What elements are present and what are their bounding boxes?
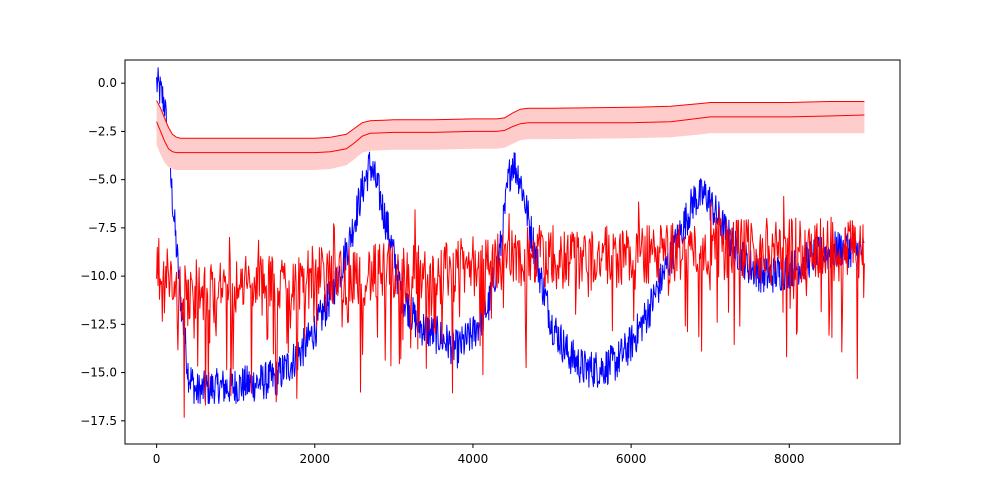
y-tick-label: −5.0 — [88, 173, 117, 187]
x-tick-label: 4000 — [458, 452, 489, 466]
x-tick-label: 6000 — [616, 452, 647, 466]
band-upper-line — [156, 100, 865, 139]
x-tick-label: 0 — [153, 452, 161, 466]
mean-line — [156, 114, 865, 154]
plot-area — [156, 67, 865, 418]
y-tick-label: −2.5 — [88, 124, 117, 138]
y-tick-label: −12.5 — [80, 317, 117, 331]
y-tick-label: −15.0 — [80, 366, 117, 380]
plot-frame — [124, 59, 901, 445]
y-tick-label: −10.0 — [80, 269, 117, 283]
y-tick-label: 0.0 — [98, 76, 117, 90]
x-tick-label: 8000 — [774, 452, 805, 466]
y-tick-label: −17.5 — [80, 414, 117, 428]
blue-series-line — [156, 67, 865, 404]
axes: 0 2000 4000 6000 8000 0.0 −2.5 −5.0 −7.5 −10.0 −12… — [80, 76, 804, 466]
y-tick-label: −7.5 — [88, 221, 117, 235]
x-tick-label: 2000 — [300, 452, 331, 466]
confidence-band — [156, 100, 865, 170]
red-noisy-series-line — [156, 196, 865, 418]
